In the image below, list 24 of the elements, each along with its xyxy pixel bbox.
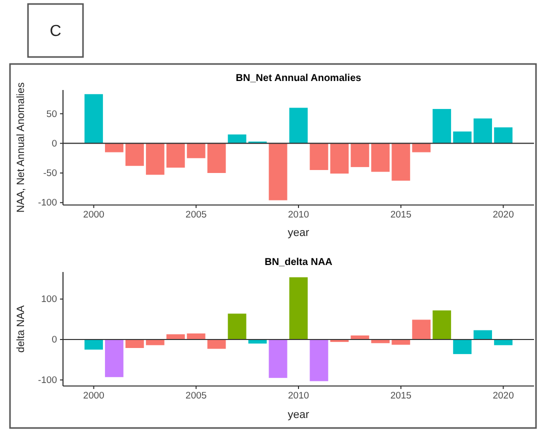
x-tick-label: 2000	[83, 390, 104, 402]
y-axis-title: NAA, Net Annual Anomalies	[15, 82, 27, 213]
y-tick-label: -100	[38, 198, 57, 209]
y-axis-title: delta NAA	[15, 305, 27, 353]
x-tick-label: 2015	[390, 390, 412, 402]
y-tick-label: 0	[52, 138, 57, 150]
x-tick-label: 2000	[83, 210, 104, 221]
y-tick-label: -50	[43, 168, 57, 180]
y-tick-label: 100	[41, 294, 57, 306]
y-tick-label: 0	[52, 334, 57, 346]
x-tick-label: 2010	[288, 210, 310, 221]
x-tick-label: 2010	[288, 390, 310, 402]
x-tick-label: 2015	[390, 210, 412, 221]
x-tick-label: 2005	[186, 390, 207, 402]
x-axis-title: year	[288, 409, 310, 421]
y-tick-label: 50	[46, 108, 57, 120]
x-tick-label: 2005	[186, 210, 207, 221]
chart-title: BN_delta NAA	[264, 257, 332, 268]
y-tick-label: -100	[38, 374, 57, 386]
x-tick-label: 2020	[492, 210, 514, 221]
x-tick-label: 2020	[492, 390, 514, 402]
text: C	[50, 23, 62, 40]
x-axis-title: year	[288, 227, 310, 239]
chart-title: BN_Net Annual Anomalies	[236, 73, 362, 84]
